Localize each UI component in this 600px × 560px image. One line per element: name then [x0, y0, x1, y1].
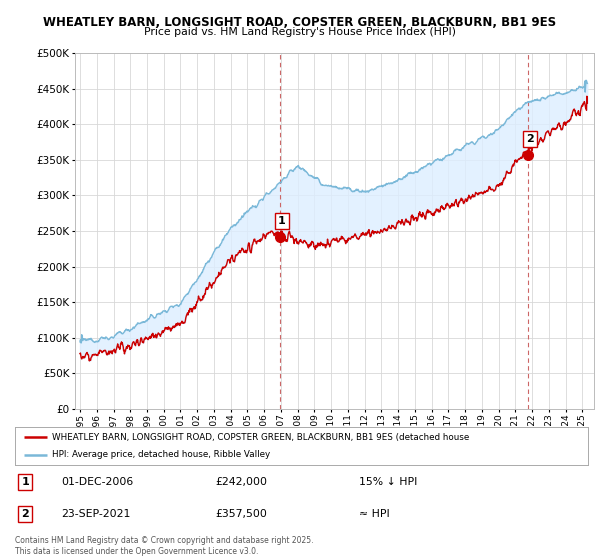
Text: Price paid vs. HM Land Registry's House Price Index (HPI): Price paid vs. HM Land Registry's House …: [144, 27, 456, 37]
Text: £357,500: £357,500: [215, 509, 268, 519]
Text: WHEATLEY BARN, LONGSIGHT ROAD, COPSTER GREEN, BLACKBURN, BB1 9ES: WHEATLEY BARN, LONGSIGHT ROAD, COPSTER G…: [43, 16, 557, 29]
Text: 23-SEP-2021: 23-SEP-2021: [61, 509, 130, 519]
Text: £242,000: £242,000: [215, 477, 268, 487]
Text: Contains HM Land Registry data © Crown copyright and database right 2025.
This d: Contains HM Land Registry data © Crown c…: [15, 536, 314, 556]
Text: 15% ↓ HPI: 15% ↓ HPI: [359, 477, 417, 487]
Text: 01-DEC-2006: 01-DEC-2006: [61, 477, 133, 487]
Text: ≈ HPI: ≈ HPI: [359, 509, 389, 519]
Text: 2: 2: [526, 134, 534, 144]
Text: 1: 1: [22, 477, 29, 487]
Text: WHEATLEY BARN, LONGSIGHT ROAD, COPSTER GREEN, BLACKBURN, BB1 9ES (detached house: WHEATLEY BARN, LONGSIGHT ROAD, COPSTER G…: [52, 432, 469, 441]
Text: 1: 1: [278, 216, 286, 226]
Text: HPI: Average price, detached house, Ribble Valley: HPI: Average price, detached house, Ribb…: [52, 450, 271, 459]
Text: 2: 2: [22, 509, 29, 519]
